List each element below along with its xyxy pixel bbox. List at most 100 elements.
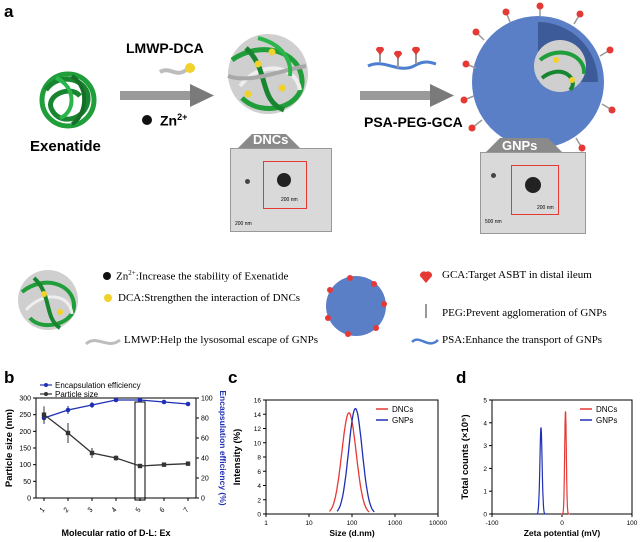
y-tick-label-c: 8 bbox=[257, 455, 261, 462]
panel-letter-c: c bbox=[228, 368, 238, 387]
y-tick-label-d: 5 bbox=[483, 398, 487, 405]
x-axis-label-d: Zeta potential (mV) bbox=[524, 528, 601, 538]
y-tick-label-c: 12 bbox=[254, 426, 262, 433]
dnc-tem-dot bbox=[277, 173, 291, 187]
exenatide-label: Exenatide bbox=[30, 138, 101, 155]
data-point-size bbox=[113, 455, 119, 461]
gnp-scale-inner: 200 nm bbox=[537, 205, 554, 211]
panel-letter-d: d bbox=[456, 368, 467, 387]
x-axis-label-c: Size (d.nm) bbox=[329, 528, 375, 538]
gnp-scale-outer: 500 nm bbox=[485, 219, 502, 225]
lmwp-dca-icon bbox=[158, 68, 188, 75]
lmwp-dca-label: LMWP-DCA bbox=[126, 40, 204, 56]
legend-zn-dot bbox=[103, 272, 111, 280]
x-tick-label-d: 0 bbox=[560, 520, 564, 527]
data-point-size bbox=[185, 461, 191, 466]
y2-tick-label-b: 0 bbox=[201, 496, 205, 503]
gnps-title: GNPs bbox=[502, 138, 538, 153]
legend-lmwp-icon bbox=[84, 338, 121, 346]
y2-tick-label-b: 60 bbox=[201, 436, 209, 443]
legend-label-d: DNCs bbox=[596, 405, 617, 414]
x-tick-label-b: 4 bbox=[111, 507, 119, 514]
y-tick-label-c: 6 bbox=[257, 469, 261, 476]
psa-peg-gca-label: PSA-PEG-GCA bbox=[364, 114, 463, 130]
x-tick-label-c: 10 bbox=[305, 520, 313, 527]
legend-zn-sup: 2+ bbox=[128, 269, 136, 277]
legend-label-b: Encapsulation efficiency bbox=[55, 381, 141, 390]
dnc-tem-image: 200 nm 200 nm bbox=[230, 148, 332, 232]
panel-letter-a: a bbox=[4, 2, 14, 21]
y-tick-label-c: 10 bbox=[254, 440, 262, 447]
zinc-label-sup: 2+ bbox=[177, 112, 188, 122]
legend-psa-icon bbox=[411, 338, 439, 345]
legend-graphics bbox=[18, 270, 439, 346]
dnc-callout bbox=[238, 134, 300, 148]
y-tick-label-c: 0 bbox=[257, 512, 261, 519]
legend-gca: GCA:Target ASBT in distal ileum bbox=[442, 269, 592, 281]
x-tick-label-b: 6 bbox=[159, 507, 167, 514]
y-tick-label-d: 1 bbox=[483, 489, 487, 496]
arrow-1 bbox=[120, 84, 214, 107]
legend-label-c: GNPs bbox=[392, 416, 413, 425]
y-tick-label-b: 100 bbox=[19, 462, 31, 469]
series-line-c-dncs bbox=[329, 412, 370, 513]
y2-axis-label-b: Encapsulation efficiency (%) bbox=[218, 390, 226, 505]
dnc-tem-zoom-box bbox=[263, 161, 307, 209]
legend-lmwp: LMWP:Help the lysosomal escape of GNPs bbox=[124, 334, 318, 346]
arrow-2 bbox=[360, 84, 454, 107]
y-tick-label-d: 2 bbox=[483, 466, 487, 473]
chart-c: 0 2 4 6 8 10 12 14 16 1 10 100 1000 10000 DNCs GNPs Inte… bbox=[232, 398, 447, 539]
gnp-callout bbox=[486, 138, 562, 152]
data-point-ee bbox=[65, 407, 71, 413]
x-tick-label-b: 7 bbox=[183, 506, 192, 514]
y-tick-label-b: 300 bbox=[19, 396, 31, 403]
zinc-dot bbox=[142, 115, 152, 125]
legend-zn-prefix: Zn bbox=[116, 270, 129, 283]
dnc-scale-inner: 200 nm bbox=[281, 197, 298, 203]
legend-gnp-ball bbox=[325, 275, 387, 337]
y-tick-label-d: 4 bbox=[483, 420, 487, 427]
y2-tick-label-b: 40 bbox=[201, 456, 209, 463]
y2-tick-label-b: 100 bbox=[201, 396, 213, 403]
series-line-c-gnps bbox=[336, 407, 375, 513]
x-tick-label-c: 1 bbox=[264, 520, 268, 527]
legend-peg: PEG:Prevent agglomeration of GNPs bbox=[442, 307, 607, 319]
data-point-ee bbox=[137, 397, 143, 403]
gnp-tem-dot bbox=[525, 177, 541, 193]
data-point-ee bbox=[161, 399, 167, 405]
legend-zn-text: :Increase the stability of Exenatide bbox=[135, 270, 289, 283]
x-tick-label-b: 2 bbox=[62, 507, 71, 515]
legend-zn: Zn2+:Increase the stability of Exenatide bbox=[116, 269, 288, 283]
x-tick-label-d: -100 bbox=[485, 520, 498, 527]
exenatide-molecule bbox=[39, 71, 97, 129]
y-tick-label-c: 4 bbox=[257, 483, 261, 490]
x-tick-label-b: 1 bbox=[39, 507, 47, 514]
y2-tick-label-b: 20 bbox=[201, 476, 209, 483]
dnc-tem-speck bbox=[245, 179, 250, 184]
legend-label-c: DNCs bbox=[392, 405, 413, 414]
x-tick-label-c: 1000 bbox=[388, 520, 403, 527]
series-line-d-dncs bbox=[560, 411, 571, 515]
y-tick-label-c: 2 bbox=[257, 497, 261, 504]
x-tick-label-b: 3 bbox=[87, 507, 95, 514]
x-tick-label-c: 100 bbox=[347, 520, 358, 527]
data-point-size bbox=[161, 462, 167, 467]
y-axis-label-b: Particle size (nm) bbox=[4, 409, 15, 487]
legend-psa: PSA:Enhance the transport of GNPs bbox=[442, 334, 603, 346]
y-axis-label-c: Intensity (%) bbox=[232, 429, 243, 485]
dncs-title: DNCs bbox=[253, 132, 289, 147]
series-line-d-gnps bbox=[534, 427, 548, 515]
data-point-ee bbox=[185, 401, 191, 407]
legend-gca-icon bbox=[419, 271, 433, 283]
scheme-graphic bbox=[39, 2, 616, 152]
legend-dca: DCA:Strengthen the interaction of DNCs bbox=[118, 292, 301, 304]
dnc-particle bbox=[227, 34, 308, 114]
gnp-tem-zoom-box bbox=[511, 165, 559, 215]
y-tick-label-d: 0 bbox=[483, 512, 487, 519]
y-tick-label-d: 3 bbox=[483, 443, 487, 450]
zinc-label: Zn2+ bbox=[160, 112, 187, 129]
psa-peg-gca-icon bbox=[367, 46, 437, 70]
data-point-size bbox=[65, 430, 71, 436]
y-tick-label-b: 150 bbox=[19, 446, 31, 453]
